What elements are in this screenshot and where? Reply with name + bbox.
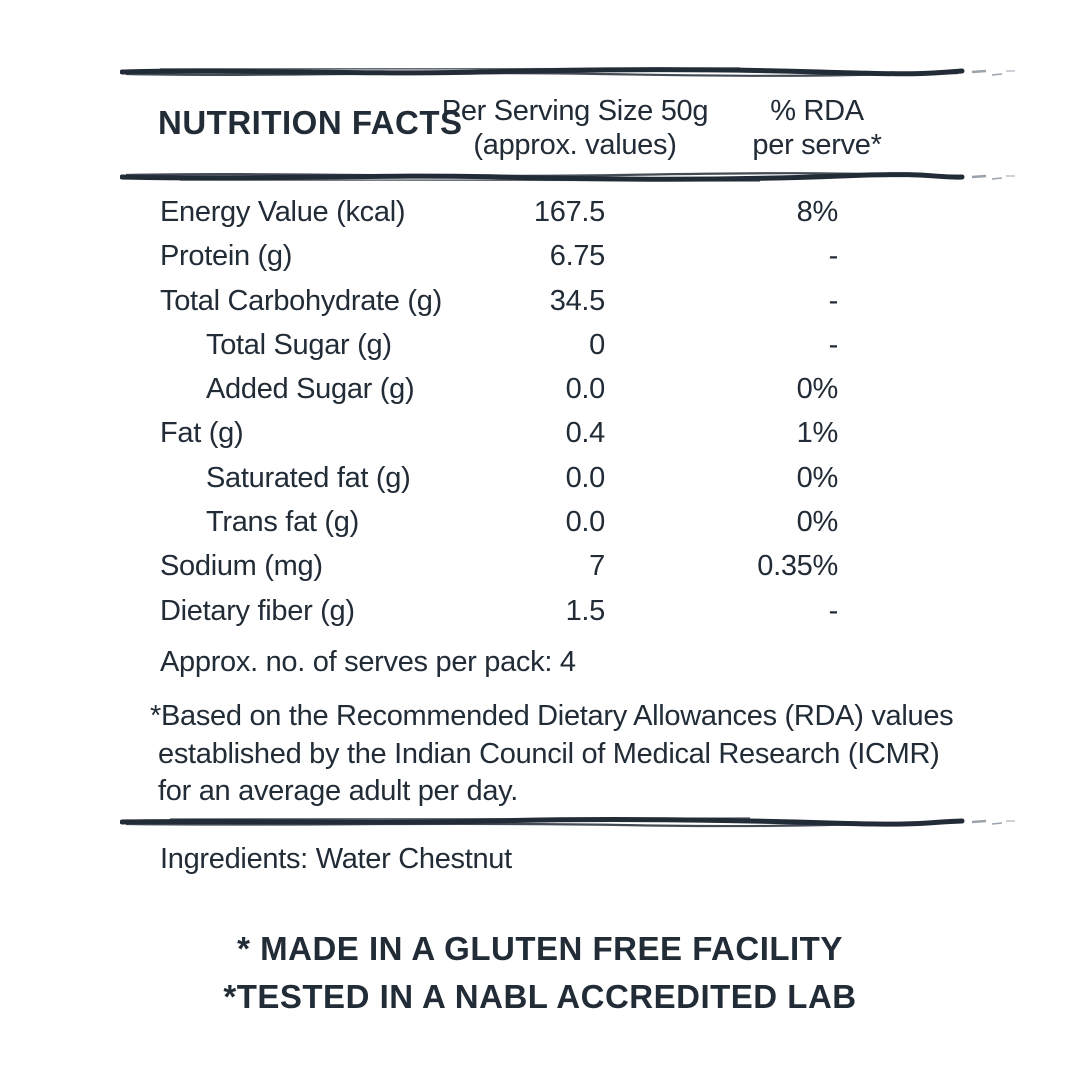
nutrient-rda: 0.35% (757, 550, 838, 583)
rda-footnote: *Based on the Recommended Dietary Allowa… (150, 698, 954, 811)
rda-footnote-line: for an average adult per day. (158, 775, 518, 807)
serves-per-pack-note: Approx. no. of serves per pack: 4 (160, 646, 576, 678)
table-row: Dietary fiber (g) 1.5 - (160, 589, 838, 633)
rda-footnote-line: *Based on the Recommended Dietary Allowa… (150, 700, 954, 732)
rough-divider-stroke (120, 67, 1015, 77)
nutrient-value: 6.75 (549, 240, 606, 273)
rough-divider-top (120, 64, 1020, 80)
nutrient-label: Saturated fat (g) (206, 461, 411, 494)
nutrient-label: Trans fat (g) (206, 506, 359, 539)
serving-size-column-header: Per Serving Size 50g (approx. values) (415, 94, 735, 162)
table-row: Total Sugar (g) 0 - (160, 323, 838, 367)
table-row: Fat (g) 0.4 1% (160, 411, 838, 455)
nutrient-value: 1.5 (565, 594, 606, 627)
nutrient-label: Total Carbohydrate (g) (160, 284, 442, 317)
nutrient-value: 34.5 (549, 284, 606, 317)
nutrient-value: 7 (589, 550, 605, 583)
nutrient-rda: - (828, 240, 839, 273)
nutrient-value: 0.4 (565, 417, 606, 450)
serving-size-line1: Per Serving Size 50g (441, 95, 709, 127)
page-title: NUTRITION FACTS (158, 104, 463, 141)
rough-divider-stroke (120, 817, 1015, 828)
nutrient-label: Sodium (mg) (160, 550, 323, 583)
rda-column-header: % RDA per serve* (712, 94, 922, 162)
nutrient-label: Fat (g) (160, 417, 244, 450)
nutrient-value: 0.0 (565, 373, 606, 406)
nabl-lab-claim: *TESTED IN A NABL ACCREDITED LAB (223, 978, 857, 1015)
nutrient-rda: 0% (796, 373, 839, 406)
serving-size-line2: (approx. values) (473, 129, 677, 161)
nutrient-label: Added Sugar (g) (206, 373, 415, 406)
gluten-free-claim: * MADE IN A GLUTEN FREE FACILITY (237, 930, 843, 967)
nutrient-rda: 1% (796, 417, 839, 450)
nutrient-rda: - (828, 328, 839, 361)
rough-divider-stroke (120, 172, 1015, 182)
table-row: Added Sugar (g) 0.0 0% (160, 367, 838, 411)
nutrition-table: Energy Value (kcal) 167.5 8% Protein (g)… (160, 190, 838, 633)
nutrient-rda: 0% (796, 461, 839, 494)
nutrient-rda: - (828, 594, 839, 627)
rda-line1: % RDA (770, 95, 864, 127)
table-row: Saturated fat (g) 0.0 0% (160, 456, 838, 500)
nutrient-label: Total Sugar (g) (206, 328, 392, 361)
rough-divider-bottom (120, 814, 1020, 830)
rda-line2: per serve* (752, 129, 882, 161)
nutrient-rda: - (828, 284, 839, 317)
table-row: Sodium (mg) 7 0.35% (160, 544, 838, 588)
footer-claims: * MADE IN A GLUTEN FREE FACILITY *TESTED… (0, 925, 1080, 1021)
nutrient-value: 0 (589, 328, 605, 361)
nutrient-label: Energy Value (kcal) (160, 196, 406, 228)
nutrient-label: Dietary fiber (g) (160, 594, 355, 627)
rda-footnote-line: established by the Indian Council of Med… (158, 737, 940, 770)
nutrient-label: Protein (g) (160, 240, 293, 273)
table-row: Total Carbohydrate (g) 34.5 - (160, 279, 838, 323)
nutrient-value: 0.0 (565, 461, 606, 494)
rough-divider-header (120, 169, 1020, 185)
nutrient-rda: 0% (796, 506, 839, 539)
nutrient-value: 167.5 (533, 196, 605, 228)
nutrient-value: 0.0 (565, 506, 606, 539)
table-row: Trans fat (g) 0.0 0% (160, 500, 838, 544)
nutrient-rda: 8% (796, 196, 839, 228)
ingredients-line: Ingredients: Water Chestnut (160, 843, 512, 875)
table-row: Energy Value (kcal) 167.5 8% (160, 190, 838, 234)
table-row: Protein (g) 6.75 - (160, 234, 838, 278)
